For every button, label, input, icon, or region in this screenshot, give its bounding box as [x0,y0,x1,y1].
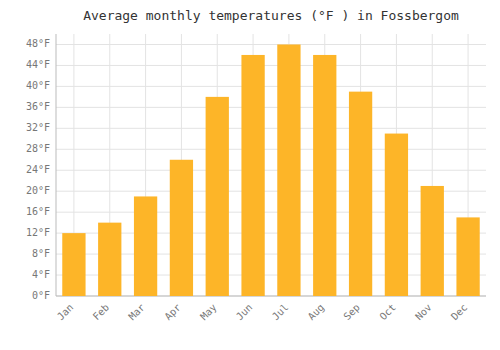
x-tick-label: Sep [341,302,362,323]
chart-title: Average monthly temperatures (°F ) in Fo… [83,8,459,23]
x-tick-label: Oct [377,302,398,323]
chart-svg: Average monthly temperatures (°F ) in Fo… [0,0,500,350]
bar [62,233,85,296]
y-tick-label: 48°F [26,38,50,49]
bar [241,55,264,296]
x-tick-label: Nov [413,302,434,323]
y-tick-label: 40°F [26,80,50,91]
y-tick-label: 32°F [26,122,50,133]
y-grid-line [56,107,486,108]
y-tick-label: 36°F [26,101,50,112]
x-tick-label: Jun [234,302,255,323]
bars [62,44,479,296]
bar [134,196,157,296]
axes: 0°F 4°F 8°F 12°F 16°F 20°F 24°F 28°F 32°F 36°F 40°… [26,34,486,322]
y-tick-label: 28°F [26,143,50,154]
y-grid-line [56,65,486,66]
x-tick-label: Feb [91,302,112,323]
x-tick-label: Mar [126,302,147,323]
y-grid-line [56,86,486,87]
bar [313,55,336,296]
bar [349,92,372,296]
chart-container: Average monthly temperatures (°F ) in Fo… [0,0,500,350]
y-tick-label: 12°F [26,227,50,238]
grid [56,34,486,296]
bar [456,217,479,296]
y-tick-label: 20°F [26,185,50,196]
y-tick-label: 4°F [32,269,50,280]
x-tick-label: Dec [449,302,470,323]
y-grid-line [56,44,486,45]
bar [206,97,229,296]
y-grid-line [56,149,486,150]
bar [170,160,193,296]
y-tick-label: 24°F [26,164,50,175]
bar [277,44,300,296]
bar [421,186,444,296]
x-tick-label: Jul [270,302,291,323]
x-tick-label: Aug [306,302,327,323]
x-tick-label: May [198,302,219,323]
y-axis-line [56,34,57,296]
y-grid-line [56,170,486,171]
y-tick-label: 0°F [32,290,50,301]
y-tick-label: 8°F [32,248,50,259]
x-tick-label: Jan [55,302,76,323]
y-tick-label: 44°F [26,59,50,70]
bar [98,223,121,296]
bar [385,134,408,296]
x-tick-label: Apr [162,302,183,323]
y-tick-label: 16°F [26,206,50,217]
y-grid-line [56,128,486,129]
